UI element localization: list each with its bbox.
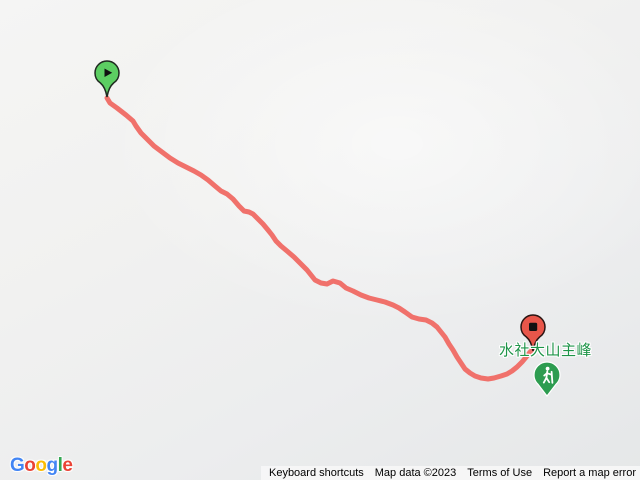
stop-square-icon [529,322,538,331]
google-logo-letter: G [10,455,25,476]
google-logo-letter: g [46,455,59,476]
play-icon [104,68,113,77]
keyboard-shortcuts-button[interactable]: Keyboard shortcuts [268,467,364,479]
route-start-pin[interactable] [94,60,120,98]
map-data-copyright: Map data ©2023 [374,467,457,479]
google-logo-letter: o [35,455,47,476]
pin-balloon [94,60,120,98]
attribution-bar: Keyboard shortcuts Map data ©2023 Terms … [260,466,640,480]
hiker-icon [542,366,554,384]
report-map-error-link[interactable]: Report a map error [543,467,636,479]
google-logo-letter: o [24,455,36,476]
gpx-track-polyline [104,95,536,382]
pin-balloon [520,314,546,352]
google-logo[interactable]: Google [10,455,73,477]
terms-of-use-link[interactable]: Terms of Use [467,467,533,479]
peak-poi-marker[interactable] [533,361,561,397]
google-logo-letter: l [57,455,63,476]
route-end-pin[interactable] [520,314,546,352]
peak-label[interactable]: 水社大山主峰 [499,342,593,359]
google-logo-letter: e [62,455,73,476]
